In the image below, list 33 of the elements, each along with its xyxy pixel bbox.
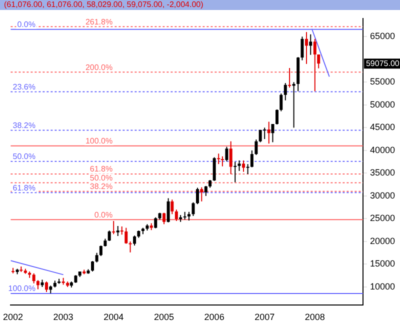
y-tick-label: 50000 bbox=[370, 99, 396, 110]
y-tick-label: 45000 bbox=[370, 122, 396, 132]
y-tick-label: 35000 bbox=[370, 168, 396, 178]
x-tick-label: 2008 bbox=[304, 312, 325, 322]
x-tick-label: 2006 bbox=[204, 312, 224, 322]
annotation: 200.0% bbox=[85, 62, 113, 72]
annotation: 38.2% bbox=[12, 120, 36, 130]
text: 59075.00 bbox=[366, 58, 400, 68]
chart-title: (61,076.00, 61,076.00, 58,029.00, 59,075.00, -2,004.00) bbox=[0, 0, 400, 10]
y-tick-label: 10000 bbox=[370, 281, 396, 292]
annotation: 100.0% bbox=[8, 284, 36, 294]
annotation: 100.0% bbox=[85, 136, 113, 146]
x-tick-label: 2004 bbox=[104, 312, 124, 322]
y-tick-label: 40000 bbox=[370, 144, 396, 155]
annotation: 50.0% bbox=[12, 152, 36, 162]
x-tick-label: 2002 bbox=[3, 312, 24, 322]
y-tick-label: 30000 bbox=[370, 190, 396, 200]
y-tick-label: 15000 bbox=[370, 258, 396, 269]
x-tick-label: 2003 bbox=[53, 312, 74, 322]
annotation: 261.8% bbox=[85, 17, 113, 26]
y-tick-label: 25000 bbox=[370, 213, 396, 224]
annotation: 0.0% bbox=[17, 20, 36, 30]
y-tick-label: 65000 bbox=[370, 31, 396, 42]
x-tick-label: 2005 bbox=[154, 312, 174, 322]
y-tick-label: 55000 bbox=[370, 76, 396, 87]
x-tick-label: 2007 bbox=[254, 312, 275, 322]
annotation: 38.2% bbox=[90, 182, 113, 192]
annotation: 0.0% bbox=[94, 210, 113, 220]
annotation: 61.8% bbox=[12, 183, 36, 192]
annotation: 61.8% bbox=[90, 164, 113, 174]
annotation: 23.6% bbox=[12, 82, 36, 92]
y-tick-label: 20000 bbox=[370, 236, 396, 246]
annotation: 50.0% bbox=[90, 173, 113, 182]
